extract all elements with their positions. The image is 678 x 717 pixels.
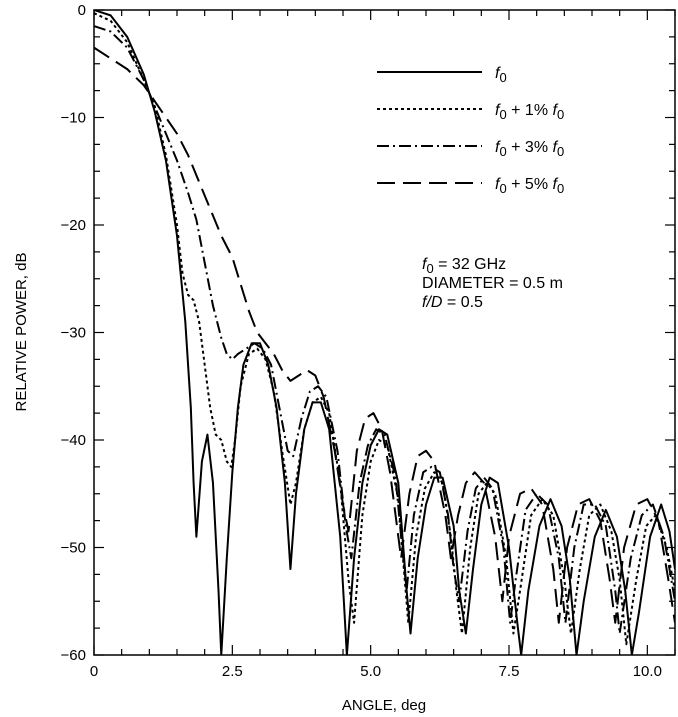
x-axis-label: ANGLE, deg <box>342 697 426 714</box>
series-line-0 <box>94 10 675 655</box>
series-line-2 <box>94 25 675 635</box>
y-axis-label: RELATIVE POWER, dB <box>13 253 30 412</box>
legend-label-0: f0 <box>495 65 507 85</box>
series-line-3 <box>94 46 675 624</box>
axis-ticks <box>93 9 676 656</box>
plot-frame <box>93 9 676 656</box>
x-tick-label: 7.5 <box>499 663 520 680</box>
y-tick-label: −30 <box>61 325 86 342</box>
legend-label-3: f0 + 5% f0 <box>495 176 564 196</box>
legend-label-1: f0 + 1% f0 <box>495 102 564 122</box>
series-lines <box>94 10 675 655</box>
annotation-line-1: DIAMETER = 0.5 m <box>422 275 563 292</box>
x-tick-label: 2.5 <box>222 663 243 680</box>
y-tick-label: 0 <box>78 2 86 19</box>
y-tick-label: −10 <box>61 110 86 127</box>
legend: f0 f0 + 1% f0 f0 + 3% f0 f0 + 5% f0 <box>377 65 564 196</box>
y-tick-label: −50 <box>61 540 86 557</box>
x-tick-label: 5.0 <box>360 663 381 680</box>
annotation-line-0: f0 = 32 GHz <box>422 256 506 276</box>
annotation-line-2: f/D = 0.5 <box>422 294 483 311</box>
x-tick-label: 0 <box>90 663 98 680</box>
series-line-1 <box>94 12 675 646</box>
y-tick-label: −40 <box>61 432 86 449</box>
y-tick-label: −60 <box>61 647 86 664</box>
x-tick-label: 10.0 <box>633 663 662 680</box>
y-tick-label: −20 <box>61 217 86 234</box>
legend-label-2: f0 + 3% f0 <box>495 139 564 159</box>
tick-labels: 0 2.5 5.0 7.5 10.0 0 −10 −20 −30 −40 −50 −60 <box>61 2 662 680</box>
